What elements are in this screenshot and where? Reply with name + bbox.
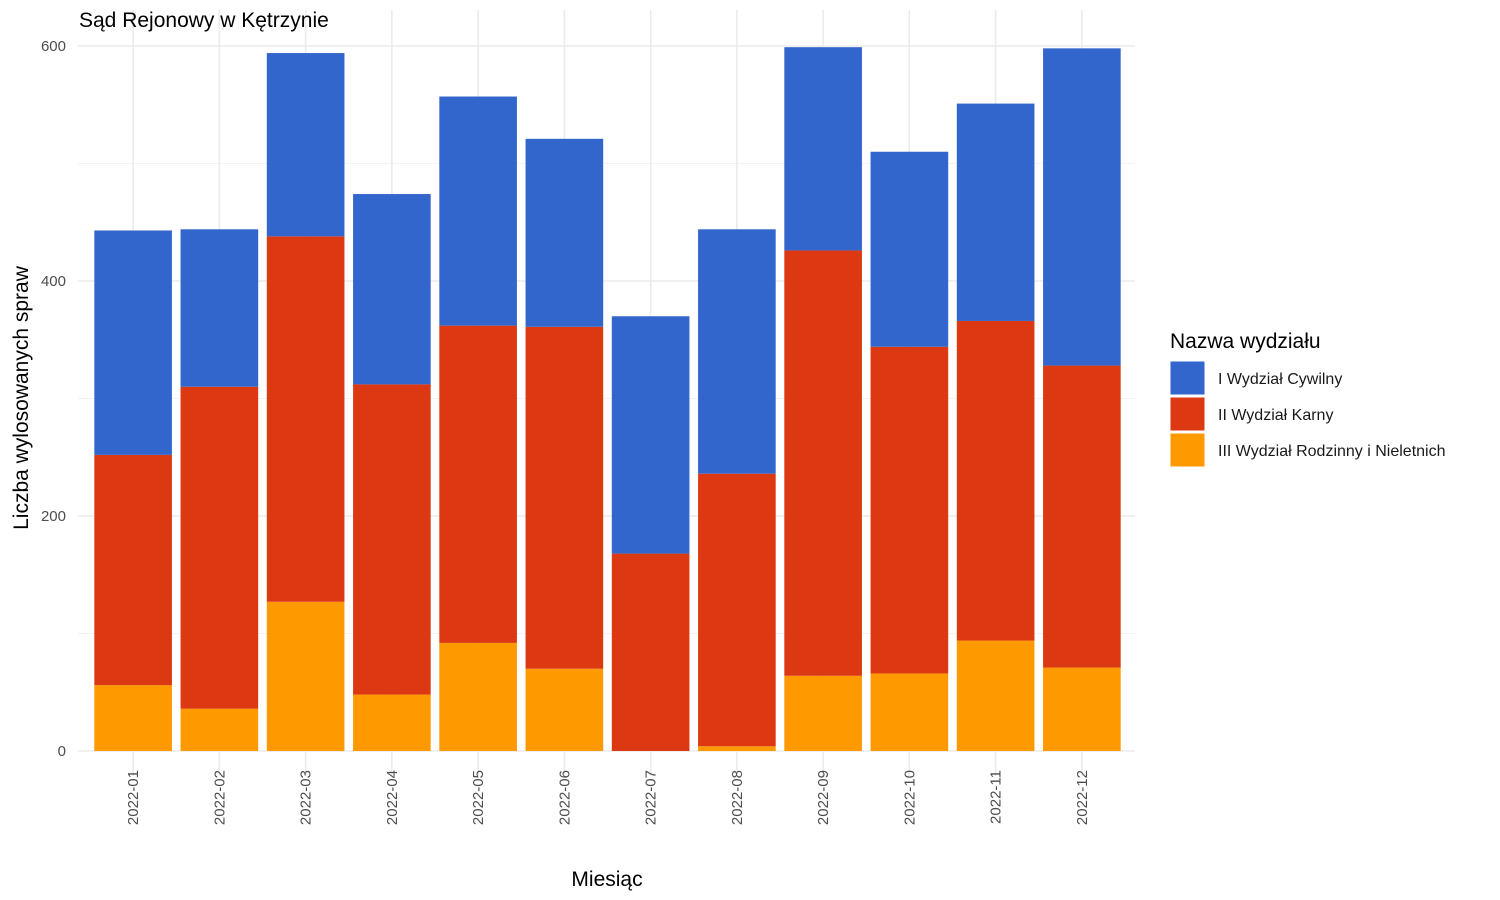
- bar-segment: [353, 194, 431, 385]
- x-tick-label: 2022-04: [384, 770, 401, 825]
- bar-segment: [94, 685, 172, 751]
- bar-segment: [353, 384, 431, 695]
- bar-segment: [870, 346, 949, 674]
- bar-segment: [180, 708, 259, 751]
- bar-segment: [1043, 667, 1121, 751]
- x-axis-ticks: 2022-01 2022-02 2022-03 2022-04 2022-05 2022-…: [125, 770, 1091, 825]
- bar-segment: [956, 640, 1035, 751]
- legend: Nazwa wydziału I Wydział Cywilny II Wydzi…: [1169, 330, 1446, 468]
- bar-segment: [870, 673, 949, 751]
- x-tick-label: 2022-01: [125, 770, 142, 825]
- bar-segment: [439, 642, 517, 751]
- bar-segment: [353, 694, 431, 751]
- y-tick-label: 600: [41, 38, 66, 55]
- legend-label: I Wydział Cywilny: [1218, 371, 1342, 388]
- x-tick-label: 2022-03: [298, 770, 315, 825]
- bar-segment: [525, 668, 604, 751]
- bar-segment: [698, 229, 776, 474]
- x-tick-label: 2022-12: [1074, 770, 1091, 825]
- y-tick-label: 400: [41, 273, 66, 290]
- legend-label: II Wydział Karny: [1218, 407, 1333, 424]
- x-axis-title: Miesiąc: [571, 868, 642, 891]
- legend-title: Nazwa wydziału: [1170, 330, 1321, 353]
- bar-segment: [266, 53, 345, 237]
- bar-segment: [525, 138, 604, 327]
- legend-key: [1169, 360, 1206, 396]
- x-tick-label: 2022-09: [815, 770, 832, 825]
- bar-segment: [956, 320, 1035, 641]
- bar-segment: [525, 326, 604, 669]
- bar-segment: [784, 250, 862, 676]
- x-tick-label: 2022-05: [470, 770, 487, 825]
- bar-segment: [266, 236, 345, 602]
- y-axis-title: Liczba wylosowanych spraw: [10, 265, 33, 530]
- bar-segment: [784, 675, 862, 751]
- bar-segment: [266, 601, 345, 751]
- bar-segment: [784, 47, 862, 251]
- x-tick-label: 2022-06: [556, 770, 573, 825]
- legend-label: III Wydział Rodzinny i Nieletnich: [1218, 443, 1446, 460]
- bar-segment: [611, 316, 690, 554]
- bar-segment: [1043, 365, 1121, 668]
- bar-segment: [94, 454, 172, 686]
- bar-segment: [180, 386, 259, 709]
- bar-segment: [94, 230, 172, 455]
- x-tick-label: 2022-11: [988, 770, 1005, 824]
- bar-segment: [439, 96, 517, 326]
- bar-segment: [956, 103, 1035, 321]
- chart-title: Sąd Rejonowy w Kętrzynie: [79, 9, 329, 32]
- y-tick-label: 0: [58, 743, 66, 760]
- bar-segment: [870, 151, 949, 347]
- bar-segment: [439, 325, 517, 643]
- x-tick-label: 2022-08: [729, 770, 746, 825]
- legend-key: [1169, 432, 1206, 468]
- bar-segment: [698, 746, 776, 751]
- bar-segment: [698, 473, 776, 747]
- bars: [94, 47, 1121, 751]
- bar-segment: [180, 229, 259, 387]
- y-tick-label: 200: [41, 508, 66, 525]
- x-tick-label: 2022-07: [643, 770, 660, 825]
- bar-segment: [1043, 48, 1121, 366]
- bar-segment: [611, 553, 690, 751]
- legend-key: [1169, 396, 1206, 432]
- x-tick-label: 2022-02: [211, 770, 228, 825]
- y-axis-ticks: 0 200 400 600: [41, 38, 66, 760]
- x-tick-label: 2022-10: [901, 770, 918, 825]
